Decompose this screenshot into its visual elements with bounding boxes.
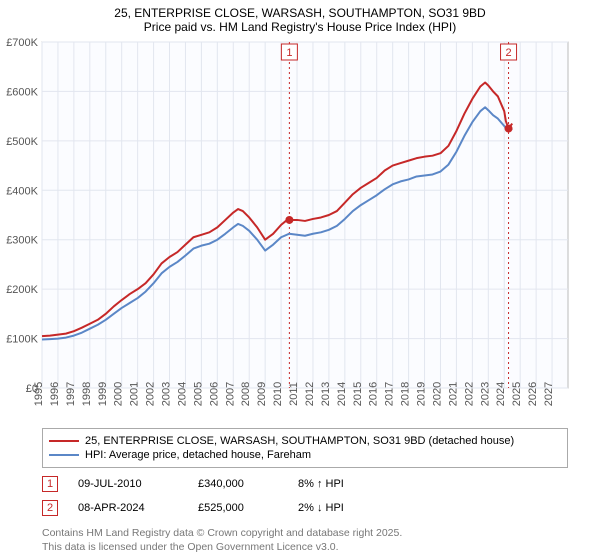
legend: 25, ENTERPRISE CLOSE, WARSASH, SOUTHAMPT… <box>42 428 568 468</box>
legend-label: 25, ENTERPRISE CLOSE, WARSASH, SOUTHAMPT… <box>85 435 514 447</box>
svg-text:2020: 2020 <box>431 382 443 406</box>
event-marker-table: 1 09-JUL-2010 £340,000 8% ↑ HPI 2 08-APR-2024… <box>42 472 568 520</box>
svg-text:2027: 2027 <box>543 382 555 406</box>
svg-text:1: 1 <box>286 47 292 59</box>
line-chart: £0£100K£200K£300K£400K£500K£600K£700K199… <box>0 36 600 424</box>
svg-text:2024: 2024 <box>495 382 507 406</box>
svg-text:2021: 2021 <box>447 382 459 406</box>
svg-text:2012: 2012 <box>304 382 316 406</box>
chart-container: £0£100K£200K£300K£400K£500K£600K£700K199… <box>0 36 600 424</box>
svg-text:2010: 2010 <box>272 382 284 406</box>
svg-text:£100K: £100K <box>6 334 38 346</box>
credits: Contains HM Land Registry data © Crown c… <box>42 526 568 554</box>
svg-text:2026: 2026 <box>527 382 539 406</box>
svg-text:2003: 2003 <box>161 382 173 406</box>
svg-text:2023: 2023 <box>479 382 491 406</box>
credits-line2: This data is licensed under the Open Gov… <box>42 540 568 554</box>
svg-text:1998: 1998 <box>81 382 93 406</box>
svg-text:2001: 2001 <box>129 382 141 406</box>
svg-text:2009: 2009 <box>256 382 268 406</box>
marker-price: £525,000 <box>198 502 278 514</box>
marker-delta: 2% ↓ HPI <box>298 502 388 514</box>
legend-row: HPI: Average price, detached house, Fare… <box>49 449 561 461</box>
svg-text:2011: 2011 <box>288 382 300 406</box>
legend-label: HPI: Average price, detached house, Fare… <box>85 449 311 461</box>
svg-text:£500K: £500K <box>6 136 38 148</box>
svg-text:2015: 2015 <box>352 382 364 406</box>
svg-text:£600K: £600K <box>6 86 38 98</box>
svg-text:2022: 2022 <box>463 382 475 406</box>
svg-text:£200K: £200K <box>6 284 38 296</box>
legend-swatch <box>49 440 79 442</box>
svg-text:2016: 2016 <box>368 382 380 406</box>
svg-text:2013: 2013 <box>320 382 332 406</box>
marker-date: 09-JUL-2010 <box>78 478 178 490</box>
marker-row: 2 08-APR-2024 £525,000 2% ↓ HPI <box>42 496 568 520</box>
svg-text:2000: 2000 <box>113 382 125 406</box>
credits-line1: Contains HM Land Registry data © Crown c… <box>42 526 568 540</box>
svg-text:£700K: £700K <box>6 37 38 49</box>
svg-text:2014: 2014 <box>336 382 348 406</box>
svg-text:2007: 2007 <box>224 382 236 406</box>
marker-price: £340,000 <box>198 478 278 490</box>
marker-badge: 2 <box>42 500 58 516</box>
svg-text:2019: 2019 <box>416 382 428 406</box>
svg-text:2017: 2017 <box>384 382 396 406</box>
svg-text:1997: 1997 <box>65 382 77 406</box>
svg-text:£300K: £300K <box>6 235 38 247</box>
marker-date: 08-APR-2024 <box>78 502 178 514</box>
legend-row: 25, ENTERPRISE CLOSE, WARSASH, SOUTHAMPT… <box>49 435 561 447</box>
svg-text:1999: 1999 <box>97 382 109 406</box>
svg-text:2: 2 <box>505 47 511 59</box>
title-subtitle: Price paid vs. HM Land Registry's House … <box>0 20 600 34</box>
svg-text:1996: 1996 <box>49 382 61 406</box>
chart-title-block: 25, ENTERPRISE CLOSE, WARSASH, SOUTHAMPT… <box>0 0 600 36</box>
svg-text:2008: 2008 <box>240 382 252 406</box>
marker-badge: 1 <box>42 476 58 492</box>
svg-text:1995: 1995 <box>33 382 45 406</box>
svg-text:£400K: £400K <box>6 185 38 197</box>
svg-text:2025: 2025 <box>511 382 523 406</box>
svg-text:2002: 2002 <box>145 382 157 406</box>
svg-text:2018: 2018 <box>400 382 412 406</box>
title-address: 25, ENTERPRISE CLOSE, WARSASH, SOUTHAMPT… <box>0 6 600 20</box>
svg-text:2004: 2004 <box>176 382 188 406</box>
svg-text:2006: 2006 <box>208 382 220 406</box>
svg-text:2005: 2005 <box>192 382 204 406</box>
legend-swatch <box>49 454 79 456</box>
marker-row: 1 09-JUL-2010 £340,000 8% ↑ HPI <box>42 472 568 496</box>
marker-delta: 8% ↑ HPI <box>298 478 388 490</box>
